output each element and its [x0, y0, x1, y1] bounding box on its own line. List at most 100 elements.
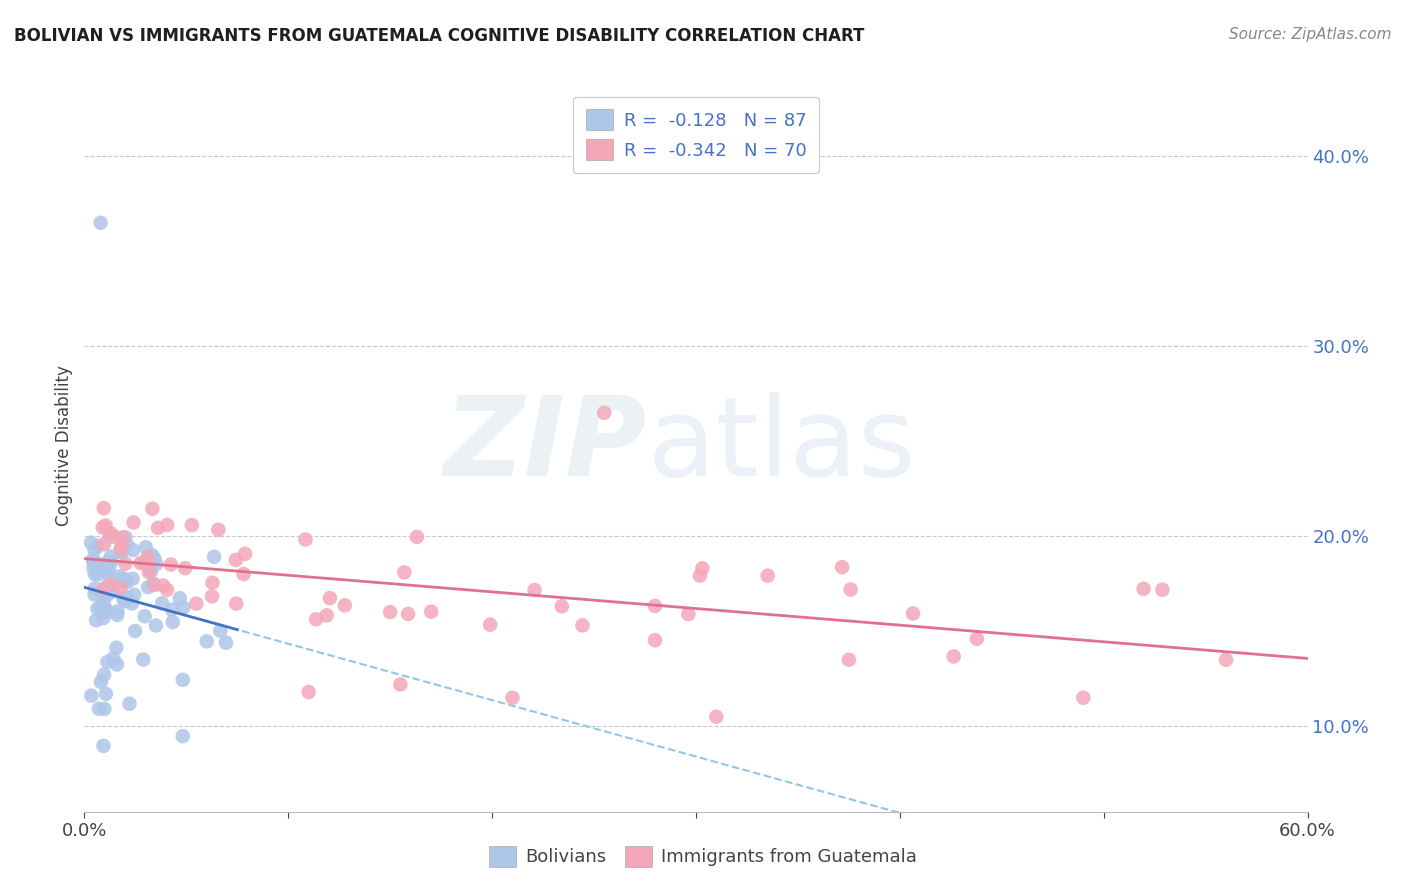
Point — [100, 526, 122, 541]
Point — [333, 599, 356, 613]
Point — [93, 667, 115, 681]
Text: Source: ZipAtlas.com: Source: ZipAtlas.com — [1229, 27, 1392, 42]
Point — [678, 607, 700, 621]
Point — [87, 564, 110, 578]
Point — [134, 555, 156, 569]
Point — [180, 518, 202, 533]
Point — [82, 553, 104, 567]
Point — [89, 601, 111, 615]
Point — [225, 597, 247, 611]
Point — [112, 572, 135, 586]
Point — [315, 608, 337, 623]
Point — [479, 617, 502, 632]
Legend: R =  -0.128   N = 87, R =  -0.342   N = 70: R = -0.128 N = 87, R = -0.342 N = 70 — [574, 96, 818, 173]
Point — [101, 584, 124, 599]
Point — [901, 607, 924, 621]
Point — [121, 597, 143, 611]
Point — [118, 697, 141, 711]
Point — [96, 655, 118, 669]
Point — [97, 587, 120, 601]
Point — [162, 615, 184, 629]
Point — [551, 599, 574, 614]
Point — [186, 597, 208, 611]
Point — [110, 544, 132, 558]
Point — [143, 551, 166, 566]
Point — [298, 685, 321, 699]
Point — [83, 567, 105, 582]
Point — [232, 567, 254, 582]
Point — [105, 640, 128, 655]
Point — [105, 607, 128, 622]
Point — [207, 523, 229, 537]
Point — [93, 501, 115, 516]
Point — [136, 549, 159, 564]
Point — [110, 545, 132, 559]
Point — [1073, 690, 1095, 705]
Point — [114, 557, 136, 571]
Point — [1132, 582, 1154, 596]
Point — [93, 582, 115, 596]
Point — [145, 557, 167, 571]
Point — [202, 549, 225, 564]
Point — [143, 578, 166, 592]
Point — [141, 548, 163, 562]
Legend: Bolivians, Immigrants from Guatemala: Bolivians, Immigrants from Guatemala — [482, 838, 924, 874]
Point — [142, 576, 165, 591]
Text: atlas: atlas — [647, 392, 915, 500]
Point — [134, 609, 156, 624]
Point — [114, 594, 136, 608]
Point — [94, 687, 117, 701]
Point — [94, 518, 117, 533]
Point — [98, 571, 121, 585]
Point — [389, 677, 412, 691]
Point — [105, 657, 128, 672]
Point — [135, 541, 157, 555]
Point — [122, 516, 145, 530]
Point — [80, 535, 103, 549]
Point — [80, 689, 103, 703]
Point — [97, 581, 120, 595]
Point — [145, 618, 167, 632]
Point — [141, 501, 163, 516]
Point — [146, 521, 169, 535]
Point — [93, 702, 115, 716]
Point — [831, 560, 853, 574]
Point — [98, 530, 121, 544]
Point — [91, 589, 114, 603]
Point — [294, 533, 316, 547]
Point — [105, 605, 128, 619]
Point — [96, 603, 118, 617]
Point — [100, 549, 122, 564]
Point — [86, 539, 108, 553]
Point — [319, 591, 342, 605]
Point — [90, 216, 112, 230]
Point — [132, 652, 155, 666]
Point — [396, 607, 419, 621]
Point — [644, 633, 666, 648]
Point — [84, 613, 107, 627]
Point — [94, 585, 117, 599]
Point — [110, 581, 132, 595]
Point — [96, 558, 118, 573]
Point — [110, 541, 132, 556]
Point — [420, 605, 443, 619]
Point — [112, 592, 135, 607]
Point — [91, 520, 114, 534]
Point — [98, 564, 121, 578]
Point — [838, 653, 860, 667]
Point — [129, 556, 152, 570]
Point — [172, 729, 194, 743]
Point — [523, 582, 546, 597]
Point — [692, 561, 714, 575]
Point — [96, 606, 118, 620]
Point — [689, 568, 711, 582]
Point — [82, 561, 104, 575]
Point — [1215, 653, 1237, 667]
Point — [117, 538, 139, 552]
Point — [571, 618, 593, 632]
Point — [139, 564, 162, 578]
Point — [83, 587, 105, 601]
Point — [121, 572, 143, 586]
Point — [225, 553, 247, 567]
Point — [84, 555, 107, 569]
